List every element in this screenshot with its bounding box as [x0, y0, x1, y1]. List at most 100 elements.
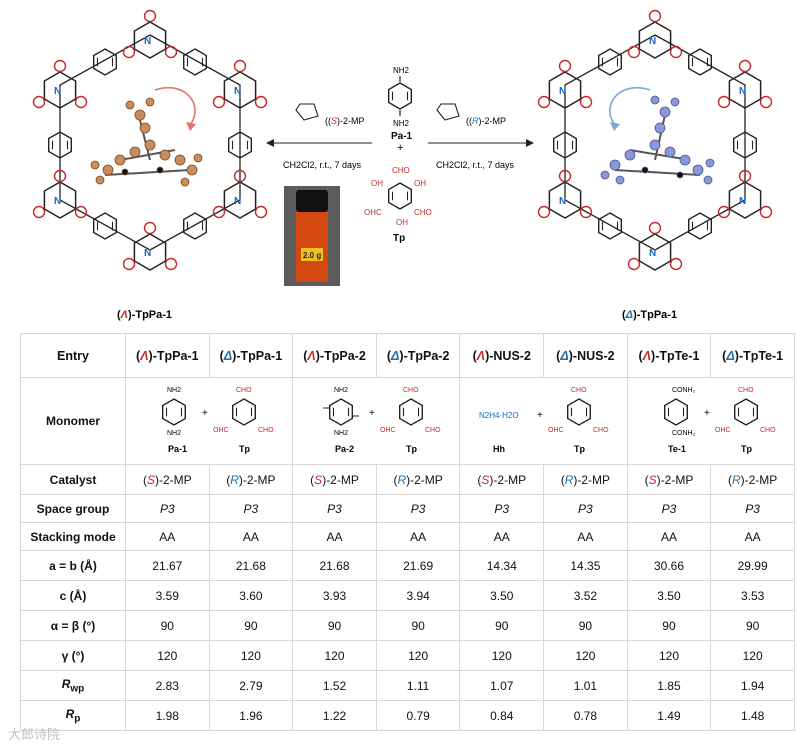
- ohc-label: OHC: [364, 208, 382, 217]
- rwp-cell: 1.11: [375, 670, 461, 701]
- rwp-cell: 2.79: [208, 670, 294, 701]
- alpha-beta-cell: 90: [459, 610, 545, 641]
- svg-text:CHO: CHO: [236, 387, 252, 394]
- alpha-beta-cell: 90: [292, 610, 377, 641]
- svg-text:Pa-2: Pa-2: [335, 444, 354, 454]
- chirality-symbol: Λ: [307, 348, 316, 363]
- cof-parameters-table: Entry (Λ)-TpPa-1 (Δ)-TpPa-1 (Λ)-TpPa-2 (…: [20, 333, 796, 731]
- rp-cell: 1.48: [710, 700, 795, 731]
- rwp-cell: 1.94: [710, 670, 795, 701]
- monomer-row: Monomer NH2 NH2 Pa-1 + CHO OHC CHO Tp NH…: [20, 377, 796, 465]
- right-conditions: CH2Cl2, r.t., 7 days: [436, 160, 515, 170]
- svg-text:CHO: CHO: [425, 427, 441, 434]
- entry-cell: (Λ)-TpPa-2: [292, 333, 377, 378]
- svg-text:Tp: Tp: [239, 444, 250, 454]
- row-label-monomer: Monomer: [20, 377, 126, 465]
- space-group-cell: P3: [125, 494, 210, 523]
- catalyst-configuration: R: [731, 472, 741, 487]
- left-product-label: (Λ)-TpPa-1: [117, 309, 172, 321]
- plus-sign: +: [397, 142, 403, 154]
- chirality-symbol: Δ: [223, 348, 233, 363]
- row-label-entry: Entry: [20, 333, 126, 378]
- entry-cell: (Λ)-TpPa-1: [125, 333, 210, 378]
- entry-cell: (Δ)-TpTe-1: [710, 333, 795, 378]
- rwp-cell: 1.52: [292, 670, 377, 701]
- c-cell: 3.59: [125, 580, 210, 611]
- gamma-cell: 120: [292, 640, 377, 671]
- stacking-cell: AA: [626, 522, 712, 551]
- catalyst-name: -2-MP: [410, 472, 443, 487]
- entry-cell: (Λ)-TpTe-1: [626, 333, 712, 378]
- hh-tp-structure: N2H4·H2O Hh + CHO OHC CHO Tp: [479, 387, 609, 454]
- svg-text:N2H4·H2O: N2H4·H2O: [479, 411, 519, 420]
- catalyst-cell: (R)-2-MP: [710, 464, 795, 495]
- alpha-beta-cell: 90: [710, 610, 795, 641]
- ab-cell: 30.66: [626, 550, 712, 581]
- catalyst-name: -2-MP: [242, 472, 276, 487]
- rp-cell: 0.78: [543, 700, 628, 731]
- catalyst-configuration: S: [648, 472, 657, 487]
- gamma-cell: 120: [710, 640, 795, 671]
- svg-text:+: +: [537, 410, 543, 421]
- entry-cell: (Δ)-TpPa-2: [375, 333, 461, 378]
- entry-cell: (Λ)-NUS-2: [459, 333, 545, 378]
- svg-text:Hh: Hh: [493, 444, 505, 454]
- gamma-cell: 120: [543, 640, 628, 671]
- rp-row: Rp 1.98 1.96 1.22 0.79 0.84 0.78 1.49 1.…: [20, 700, 795, 731]
- pa1-tp-structure: NH2 NH2 Pa-1 + CHO OHC CHO Tp: [162, 387, 274, 454]
- entry-name: TpPa-2: [407, 348, 450, 363]
- catalyst-cell: (R)-2-MP: [543, 464, 628, 495]
- rp-cell: 1.96: [208, 700, 294, 731]
- pa2-tp-structure: NH2 NH2 Pa-2 + CHO OHC CHO Tp: [323, 387, 441, 454]
- alpha-beta-cell: 90: [375, 610, 461, 641]
- svg-text:NH2: NH2: [334, 387, 348, 394]
- stacking-cell: AA: [710, 522, 795, 551]
- catalyst-configuration: S: [481, 472, 490, 487]
- entry-name: NUS-2: [493, 348, 531, 363]
- oh-right: OH: [414, 179, 426, 188]
- svg-text:Tp: Tp: [406, 444, 417, 454]
- rwp-cell: 1.07: [459, 670, 545, 701]
- helical-model-blue: [600, 95, 715, 185]
- svg-text:+: +: [202, 408, 208, 419]
- rp-cell: 1.49: [626, 700, 712, 731]
- helical-model-brown: [90, 97, 203, 187]
- space-group-cell: P3: [543, 494, 628, 523]
- ab-cell: 21.67: [125, 550, 210, 581]
- catalyst-configuration: R: [230, 472, 239, 487]
- cho-label-right: CHO: [414, 208, 432, 217]
- row-label-rp: Rp: [20, 700, 126, 731]
- row-label-rwp: Rwp: [20, 670, 126, 701]
- chirality-symbol: Λ: [476, 348, 486, 363]
- svg-text:CHO: CHO: [593, 427, 609, 434]
- c-cell: 3.60: [208, 580, 294, 611]
- rwp-row: Rwp 2.83 2.79 1.52 1.11 1.07 1.01 1.85 1…: [20, 670, 795, 701]
- svg-text:+: +: [369, 408, 375, 419]
- svg-text:+: +: [704, 408, 710, 419]
- left-catalyst: ((S)-2-MP: [325, 116, 365, 126]
- svg-text:NH2: NH2: [167, 387, 181, 394]
- space-group-row: Space group P3 P3 P3 P3 P3 P3 P3 P3: [20, 494, 795, 523]
- row-label-ab: a = b (Å): [20, 550, 126, 581]
- oh-left: OH: [371, 179, 383, 188]
- ab-row: a = b (Å) 21.67 21.68 21.68 21.69 14.34 …: [20, 550, 795, 581]
- catalyst-cell: (R)-2-MP: [208, 464, 294, 495]
- catalyst-configuration: S: [146, 472, 155, 487]
- entry-row: Entry (Λ)-TpPa-1 (Δ)-TpPa-1 (Λ)-TpPa-2 (…: [20, 333, 795, 378]
- catalyst-name: -2-MP: [577, 472, 611, 487]
- ab-cell: 14.35: [543, 550, 628, 581]
- right-catalyst: ((R)-2-MP: [466, 116, 506, 126]
- chirality-symbol: Λ: [140, 348, 149, 363]
- space-group-cell: P3: [208, 494, 294, 523]
- monomer-cell-tppa1: NH2 NH2 Pa-1 + CHO OHC CHO Tp: [124, 377, 294, 465]
- right-reaction-arrow: ((R)-2-MP CH2Cl2, r.t., 7 days: [428, 103, 534, 170]
- right-cof-framework: [537, 9, 773, 271]
- catalyst-name: -2-MP: [326, 472, 359, 487]
- catalyst-cell: (S)-2-MP: [125, 464, 210, 495]
- alpha-beta-cell: 90: [543, 610, 628, 641]
- row-label-gamma: γ (°): [20, 640, 126, 671]
- ab-cell: 21.69: [375, 550, 461, 581]
- space-group-cell: P3: [375, 494, 461, 523]
- row-label-alpha-beta: α = β (°): [20, 610, 126, 641]
- catalyst-configuration: R: [564, 472, 574, 487]
